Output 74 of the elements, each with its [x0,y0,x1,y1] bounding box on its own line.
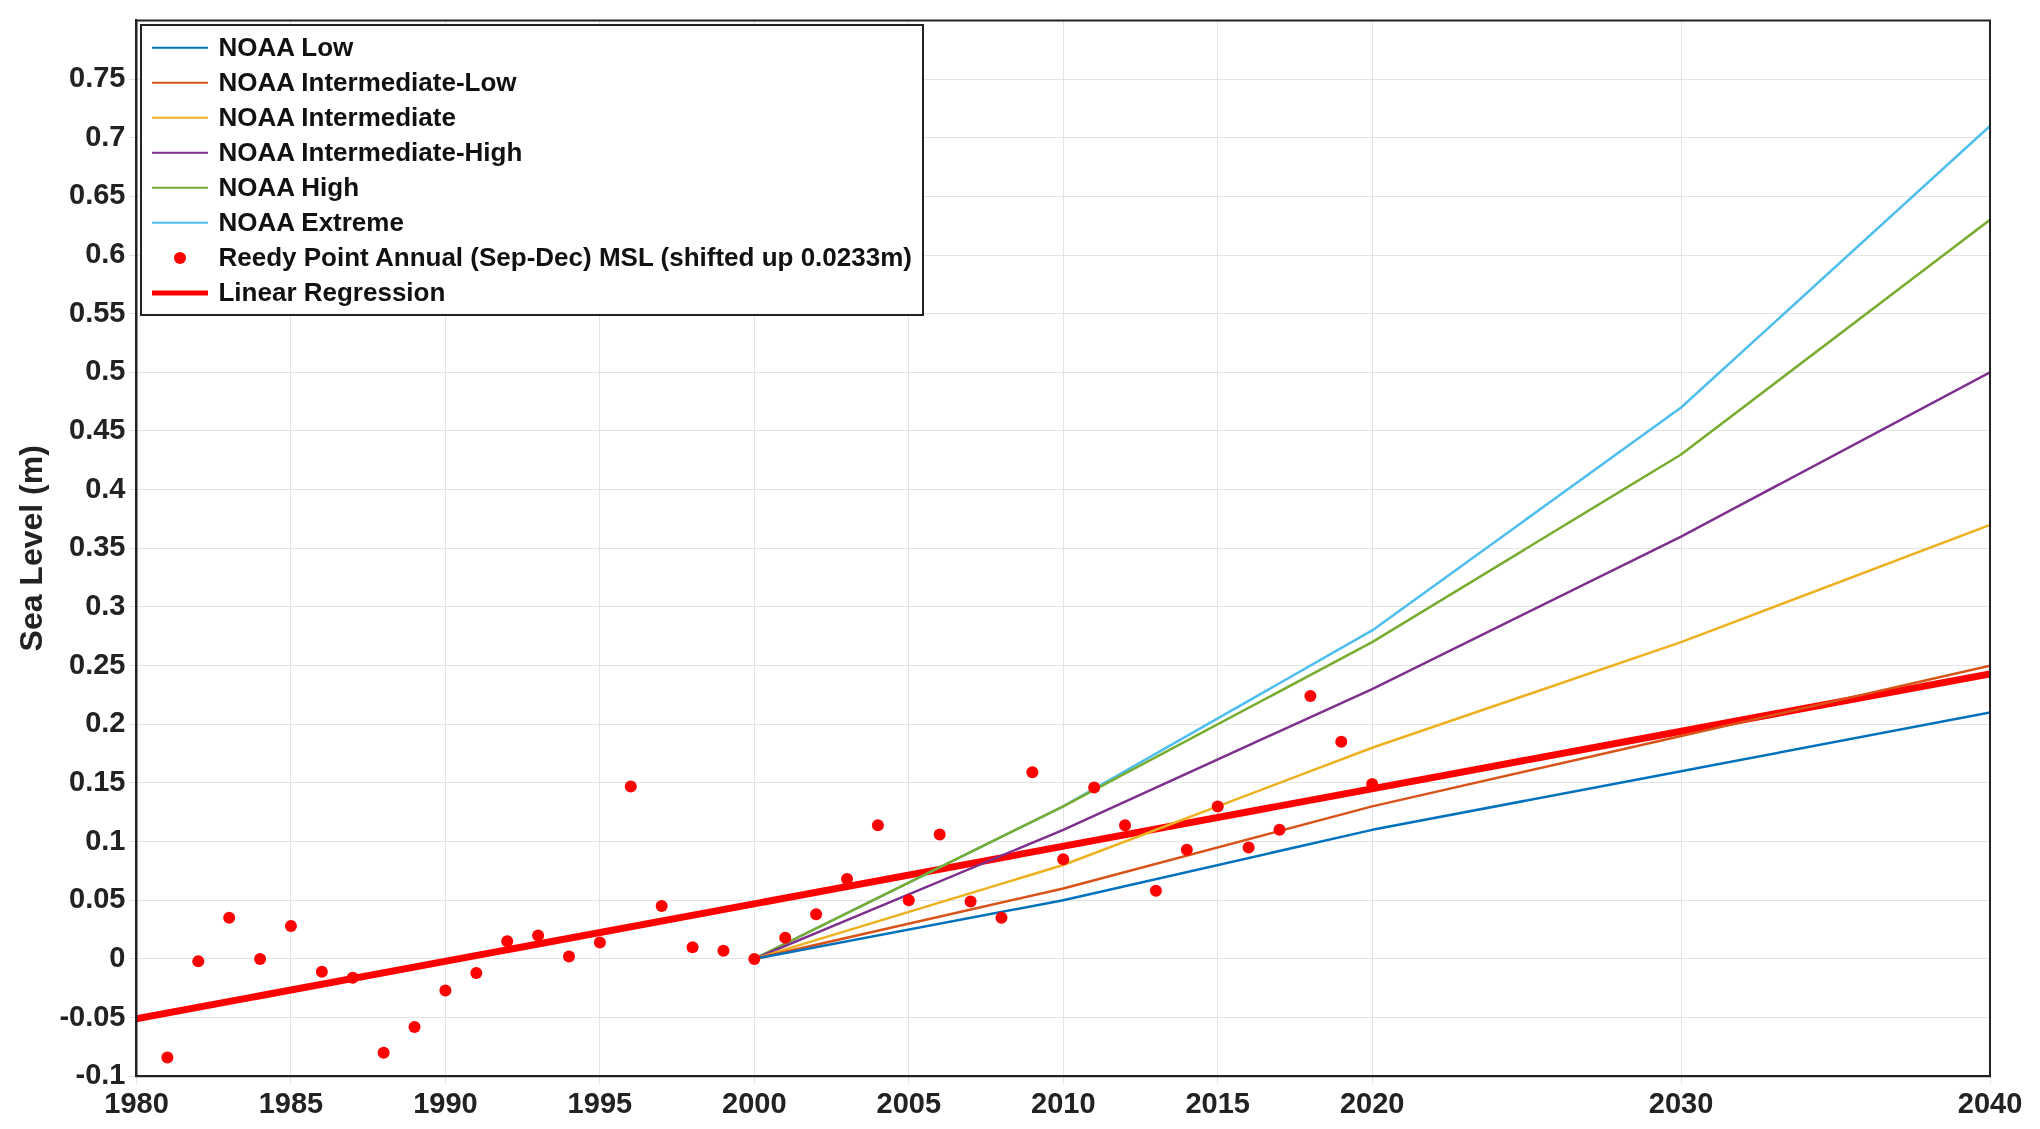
x-tick-label: 1985 [258,1086,324,1119]
legend-label: NOAA Intermediate-High [218,137,523,169]
point [933,828,946,841]
point [902,894,915,907]
point [1335,735,1348,748]
y-tick-label: 0.75 [69,61,126,94]
point [439,984,452,997]
point [346,971,359,984]
point [1304,690,1317,703]
y-tick-label: 0.4 [85,471,126,504]
x-tick-label: 2030 [1648,1086,1714,1119]
point [161,1051,174,1064]
point [655,900,668,913]
y-tick-label: 0.5 [85,354,126,387]
point [624,780,637,793]
x-tick-label: 2000 [722,1086,787,1119]
point [717,944,730,957]
point [254,952,267,965]
point [1180,843,1193,856]
point [1211,800,1224,813]
y-tick-label: 0.1 [85,823,126,856]
x-tick-label: 2040 [1957,1086,2023,1119]
point [964,895,977,908]
x-tick-label: 1995 [567,1086,633,1119]
y-tick-label: 0.7 [85,119,126,152]
y-tick-label: 0.15 [69,764,126,797]
point [995,911,1008,924]
y-tick-label: 0.45 [69,412,126,445]
legend-label: NOAA Intermediate [218,102,456,134]
y-tick-label: 0.2 [85,706,126,739]
point [871,819,884,832]
point [748,952,761,965]
legend-label: Reedy Point Annual (Sep-Dec) MSL (shifted up 0.0233m) [218,242,912,274]
y-tick-label: 0.35 [69,530,126,563]
y-tick-label: 0.25 [69,647,126,680]
point [686,941,699,954]
point [810,908,823,921]
x-tick-label: 2020 [1339,1086,1405,1119]
y-tick-label: 0.55 [69,295,126,328]
point [501,935,514,948]
y-tick-label: 0.05 [69,882,126,915]
point [593,936,606,949]
point [408,1020,421,1033]
point [470,966,483,979]
y-tick-label: 0.65 [69,178,126,211]
x-tick-label: 1990 [413,1086,478,1119]
y-tick-label: 0.3 [85,588,126,621]
point [532,929,545,942]
point [223,911,236,924]
legend-label: NOAA Extreme [218,207,404,239]
x-tick-label: 2005 [876,1086,942,1119]
point [315,965,328,978]
point [192,955,205,968]
point [1149,884,1162,897]
legend-label: NOAA Intermediate-Low [218,67,517,99]
y-tick-label: 0.6 [85,237,126,270]
point [377,1046,390,1059]
legend-label: NOAA Low [218,32,354,64]
y-tick-label: 0 [109,940,126,973]
point [1026,766,1039,779]
point [1119,819,1132,832]
y-axis-title: Sea Level (m) [13,445,50,652]
point [1273,823,1286,836]
point [1057,853,1070,866]
x-tick-label: 2015 [1185,1086,1250,1119]
y-tick-label: -0.05 [59,999,126,1032]
legend-label: NOAA High [218,172,360,204]
point [284,920,297,933]
point [779,931,792,944]
point [1242,841,1255,854]
point [562,950,575,963]
point [1088,781,1101,794]
legend-label: Linear Regression [218,277,446,309]
x-tick-label: 2010 [1030,1086,1096,1119]
